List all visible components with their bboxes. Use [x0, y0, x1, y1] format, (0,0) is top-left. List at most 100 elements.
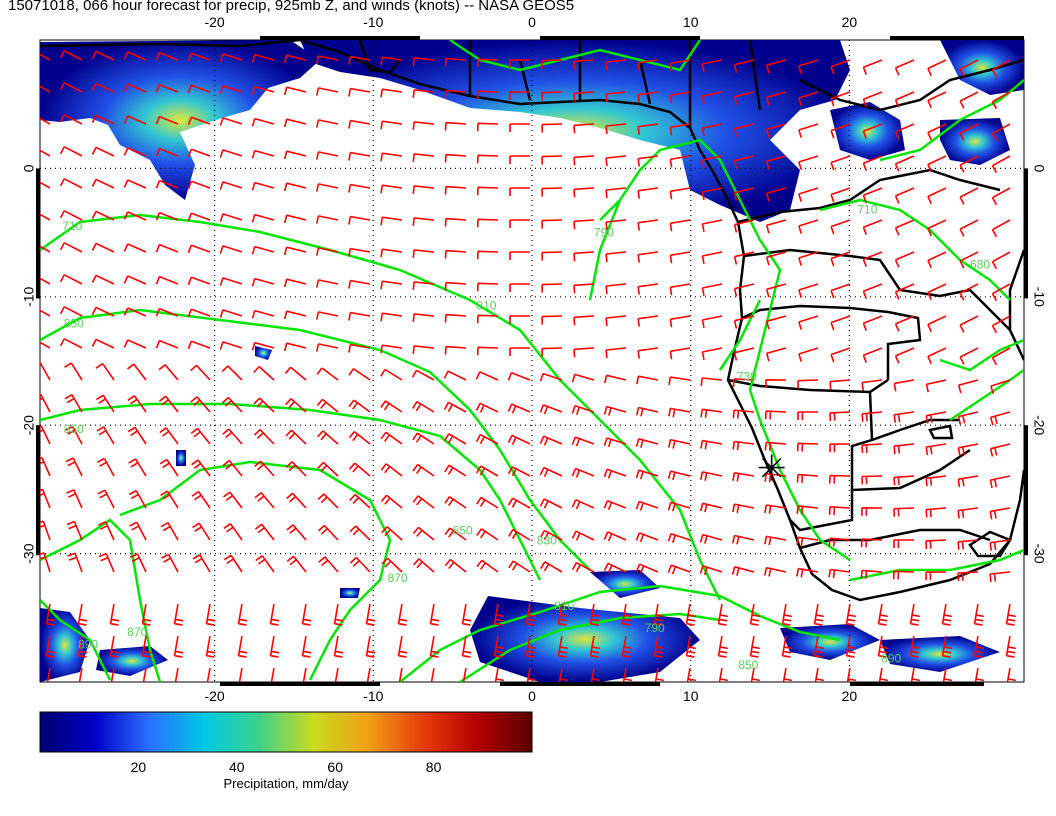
wind-barb	[187, 148, 211, 158]
wind-barb	[894, 59, 915, 76]
wind-barb	[877, 603, 889, 626]
wind-barb	[155, 211, 179, 221]
wind-barb	[830, 251, 851, 267]
wind-barb	[669, 283, 691, 296]
wind-barb	[285, 429, 307, 445]
wind-barb	[349, 525, 371, 541]
wind-barb	[251, 53, 275, 63]
precip-area-small-2	[176, 450, 186, 466]
lon-tick-label-bottom: 0	[528, 688, 536, 704]
wind-barb	[637, 123, 659, 135]
wind-barb	[667, 532, 691, 543]
wind-barb	[507, 466, 531, 477]
contour-label: 710	[857, 202, 877, 216]
wind-barb	[764, 441, 787, 451]
wind-barb	[1006, 667, 1017, 682]
contour-label: 890	[78, 638, 98, 652]
wind-barb	[187, 308, 211, 318]
wind-barb	[862, 59, 883, 75]
contour-label: 870	[127, 625, 147, 639]
frame-segment	[1024, 425, 1028, 556]
wind-barb	[605, 251, 627, 263]
wind-barb	[444, 185, 467, 195]
wind-barb	[765, 251, 787, 266]
wind-barb	[412, 313, 435, 322]
wind-barb	[573, 347, 595, 358]
wind-barb	[989, 475, 1011, 489]
wind-barb	[443, 401, 467, 413]
wind-barb	[155, 83, 179, 93]
wind-barb	[862, 155, 883, 171]
wind-barb	[861, 443, 883, 454]
wind-barb	[830, 187, 851, 203]
wind-barb	[573, 315, 595, 326]
wind-barb	[254, 523, 275, 541]
wind-barb	[589, 603, 601, 626]
wind-barb	[187, 84, 211, 94]
frame-segment	[36, 168, 40, 299]
wind-barb	[539, 529, 563, 541]
wind-barb	[283, 278, 307, 288]
wind-barb	[444, 249, 467, 259]
wind-barb	[959, 283, 979, 301]
wind-barb	[348, 151, 371, 161]
wind-barb	[989, 411, 1011, 426]
wind-barb	[155, 339, 179, 349]
wind-barb	[476, 186, 499, 196]
wind-barb	[699, 565, 723, 576]
wind-barb	[238, 667, 243, 682]
frame-segment	[1024, 168, 1028, 299]
wind-barb	[540, 561, 563, 573]
wind-barb	[316, 343, 339, 352]
wind-barb	[283, 342, 307, 352]
frame-segment	[850, 682, 984, 686]
wind-barb	[59, 178, 83, 189]
precip-area-central-africa	[830, 102, 905, 160]
wind-barb	[77, 603, 88, 626]
wind-barb	[412, 401, 435, 413]
wind-barb	[796, 505, 819, 515]
wind-barb	[959, 123, 979, 141]
wind-barb	[798, 251, 819, 266]
wind-barb	[717, 603, 729, 626]
wind-barb	[830, 283, 851, 299]
wind-barb	[206, 667, 211, 682]
lat-tick-label-left: -10	[21, 286, 37, 306]
wind-barb	[476, 559, 499, 573]
wind-barb	[989, 539, 1011, 551]
wind-barb	[429, 635, 440, 658]
wind-barb	[476, 496, 499, 509]
wind-barb	[59, 306, 83, 317]
frame-segment	[220, 682, 380, 686]
wind-barb	[254, 460, 275, 477]
wind-barb	[251, 277, 275, 287]
wind-barb	[860, 538, 883, 548]
wind-barb	[701, 123, 723, 137]
wind-barb	[380, 56, 403, 66]
wind-barb	[637, 315, 659, 327]
wind-barb	[159, 458, 179, 477]
wind-barb	[846, 667, 857, 682]
wind-barb	[507, 403, 531, 414]
wind-barb	[251, 181, 275, 191]
wind-barb	[348, 462, 371, 477]
wind-barb	[302, 667, 307, 682]
wind-barb	[798, 283, 819, 298]
wind-barb	[573, 123, 595, 134]
east-coast	[1008, 249, 1024, 361]
wind-barb	[653, 635, 665, 658]
wind-barb	[941, 635, 953, 658]
contour-label: 850	[64, 422, 84, 436]
wind-barb	[605, 155, 627, 167]
wind-barb	[161, 553, 179, 573]
wind-barb	[283, 214, 307, 224]
lon-tick-label-bottom: -20	[204, 688, 224, 704]
wind-barb	[317, 461, 339, 477]
wind-barb	[893, 443, 915, 455]
wind-barb	[860, 569, 883, 579]
wind-barb	[91, 210, 115, 221]
wind-barb	[798, 219, 819, 234]
wind-barb	[40, 520, 51, 541]
wind-barb	[603, 531, 627, 542]
wind-barb	[539, 435, 563, 446]
